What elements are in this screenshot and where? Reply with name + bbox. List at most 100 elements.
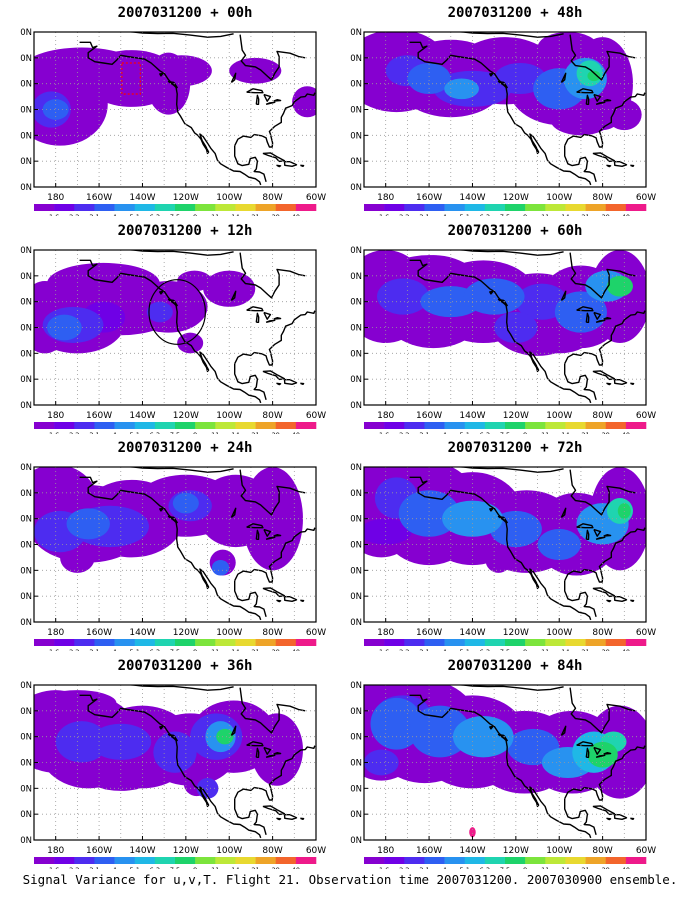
map-panel-84h: 2007031200 + 84h 10N 20N 30N 40N 50N 60N 70N 18… <box>350 653 680 869</box>
x-tick-label: 140W <box>459 628 485 638</box>
colorbar-segment <box>275 422 297 429</box>
colorbar-segment <box>175 857 196 864</box>
coastline <box>79 685 316 839</box>
x-tick-label: 160W <box>86 193 112 203</box>
lake-outline <box>246 306 264 312</box>
lake-outline <box>263 746 272 755</box>
island-outline <box>606 817 612 821</box>
colorbar-tick-label: 29 <box>272 648 280 651</box>
colorbar-segment <box>545 204 566 211</box>
colorbar-tick-label: 3.1 <box>419 431 429 434</box>
lake-outline <box>585 747 590 758</box>
x-tick-label: 140W <box>129 846 155 856</box>
lake-outline <box>603 99 612 102</box>
y-tick-label: 20N <box>350 592 362 602</box>
colorbar-tick-label: 14 <box>231 213 239 216</box>
colorbar-segment <box>54 857 75 864</box>
colorbar-tick-label: 29 <box>602 213 610 216</box>
y-tick-label: 10N <box>20 618 32 628</box>
lake-outline <box>255 747 260 758</box>
colorbar-tick-label: 7.5 <box>170 866 180 869</box>
coastline-segment <box>239 469 306 516</box>
colorbar-segment <box>464 204 486 211</box>
colorbar-tick-label: 11 <box>211 866 219 869</box>
colorbar-tick-label: 14 <box>561 213 569 216</box>
variance-contour <box>606 275 633 297</box>
x-tick-label: 60W <box>306 411 326 421</box>
colorbar-segment <box>134 857 156 864</box>
lake-outline <box>265 536 276 540</box>
colorbar-tick-label: 9 <box>523 431 527 434</box>
lake-outline <box>576 523 594 529</box>
coastline-segment <box>409 259 592 404</box>
coastline-segment <box>569 687 636 734</box>
coastline-segment <box>409 694 592 839</box>
lake-outline <box>273 99 282 102</box>
x-tick-label: 120W <box>503 193 529 203</box>
colorbar-segment <box>295 857 317 864</box>
colorbar-segment <box>134 204 156 211</box>
colorbar-segment <box>255 857 277 864</box>
colorbar-segment <box>235 204 256 211</box>
colorbar-tick-label: 40 <box>292 866 300 869</box>
x-tick-label: 120W <box>503 411 529 421</box>
island-outline <box>262 587 286 598</box>
coastline-segment <box>409 476 592 621</box>
coastline-segment <box>564 145 597 182</box>
coastline-segment <box>99 32 234 38</box>
lake-outline <box>230 72 237 83</box>
variance-contour <box>407 63 451 94</box>
coastline-segment <box>234 310 316 366</box>
lake-outline <box>603 317 612 320</box>
colorbar-tick-label: 14 <box>231 431 239 434</box>
x-tick-label: 180 <box>377 411 394 421</box>
coastline-segment <box>429 467 564 473</box>
y-tick-label: 30N <box>20 566 32 576</box>
y-tick-label: 50N <box>20 733 32 743</box>
y-tick-label: 60N <box>350 272 362 282</box>
colorbar-tick-label: 14 <box>561 431 569 434</box>
x-tick-label: 160W <box>86 411 112 421</box>
colorbar-tick-label: 6.3 <box>150 431 160 434</box>
x-tick-label: 60W <box>306 193 326 203</box>
colorbar-segment <box>114 422 136 429</box>
y-tick-label: 60N <box>350 54 362 64</box>
variance-map: 10N 20N 30N 40N 50N 60N 70N 180 160W 140W 120W 100W… <box>350 463 656 651</box>
colorbar-segment <box>505 857 526 864</box>
colorbar-tick-label: 5.1 <box>460 866 470 869</box>
variance-contour <box>229 57 282 84</box>
colorbar-tick-label: 21 <box>251 431 259 434</box>
variance-map: 10N 20N 30N 40N 50N 60N 70N 180 160W 140W 120W 100W… <box>20 28 326 216</box>
colorbar-tick-label: 14 <box>561 866 569 869</box>
lake-outline <box>246 741 264 747</box>
colorbar-segment <box>295 422 317 429</box>
colorbar-segment <box>484 422 506 429</box>
x-tick-label: 80W <box>262 193 282 203</box>
colorbar-tick-label: 29 <box>602 648 610 651</box>
y-tick-label: 10N <box>20 401 32 411</box>
island-outline <box>630 599 635 602</box>
map-panel-72h: 2007031200 + 72h 10N 20N 30N 40N 50N 60N 70N 18… <box>350 435 680 651</box>
x-tick-label: 180 <box>377 628 394 638</box>
colorbar-segment <box>585 639 607 646</box>
colorbar-tick-label: 2.2 <box>69 866 79 869</box>
lake-outline <box>265 101 276 105</box>
colorbar-segment <box>384 422 405 429</box>
coastline-segment <box>569 34 636 81</box>
y-tick-label: 70N <box>20 463 32 473</box>
variance-contour <box>550 104 612 136</box>
x-tick-label: 60W <box>636 411 656 421</box>
colorbar-tick-label: 6.3 <box>150 866 160 869</box>
colorbar-tick-label: 2.2 <box>69 648 79 651</box>
coastline <box>409 685 646 839</box>
colorbar-segment <box>525 204 546 211</box>
island-outline <box>159 507 164 512</box>
colorbar-tick-label: 21 <box>251 866 259 869</box>
coastline-segment <box>234 92 316 148</box>
island-outline <box>497 515 508 524</box>
colorbar-segment <box>134 422 156 429</box>
figure-caption: Signal Variance for u,v,T. Flight 21. Ob… <box>22 872 678 887</box>
island-outline <box>613 814 628 820</box>
x-tick-label: 100W <box>216 193 242 203</box>
colorbar-segment <box>384 639 405 646</box>
